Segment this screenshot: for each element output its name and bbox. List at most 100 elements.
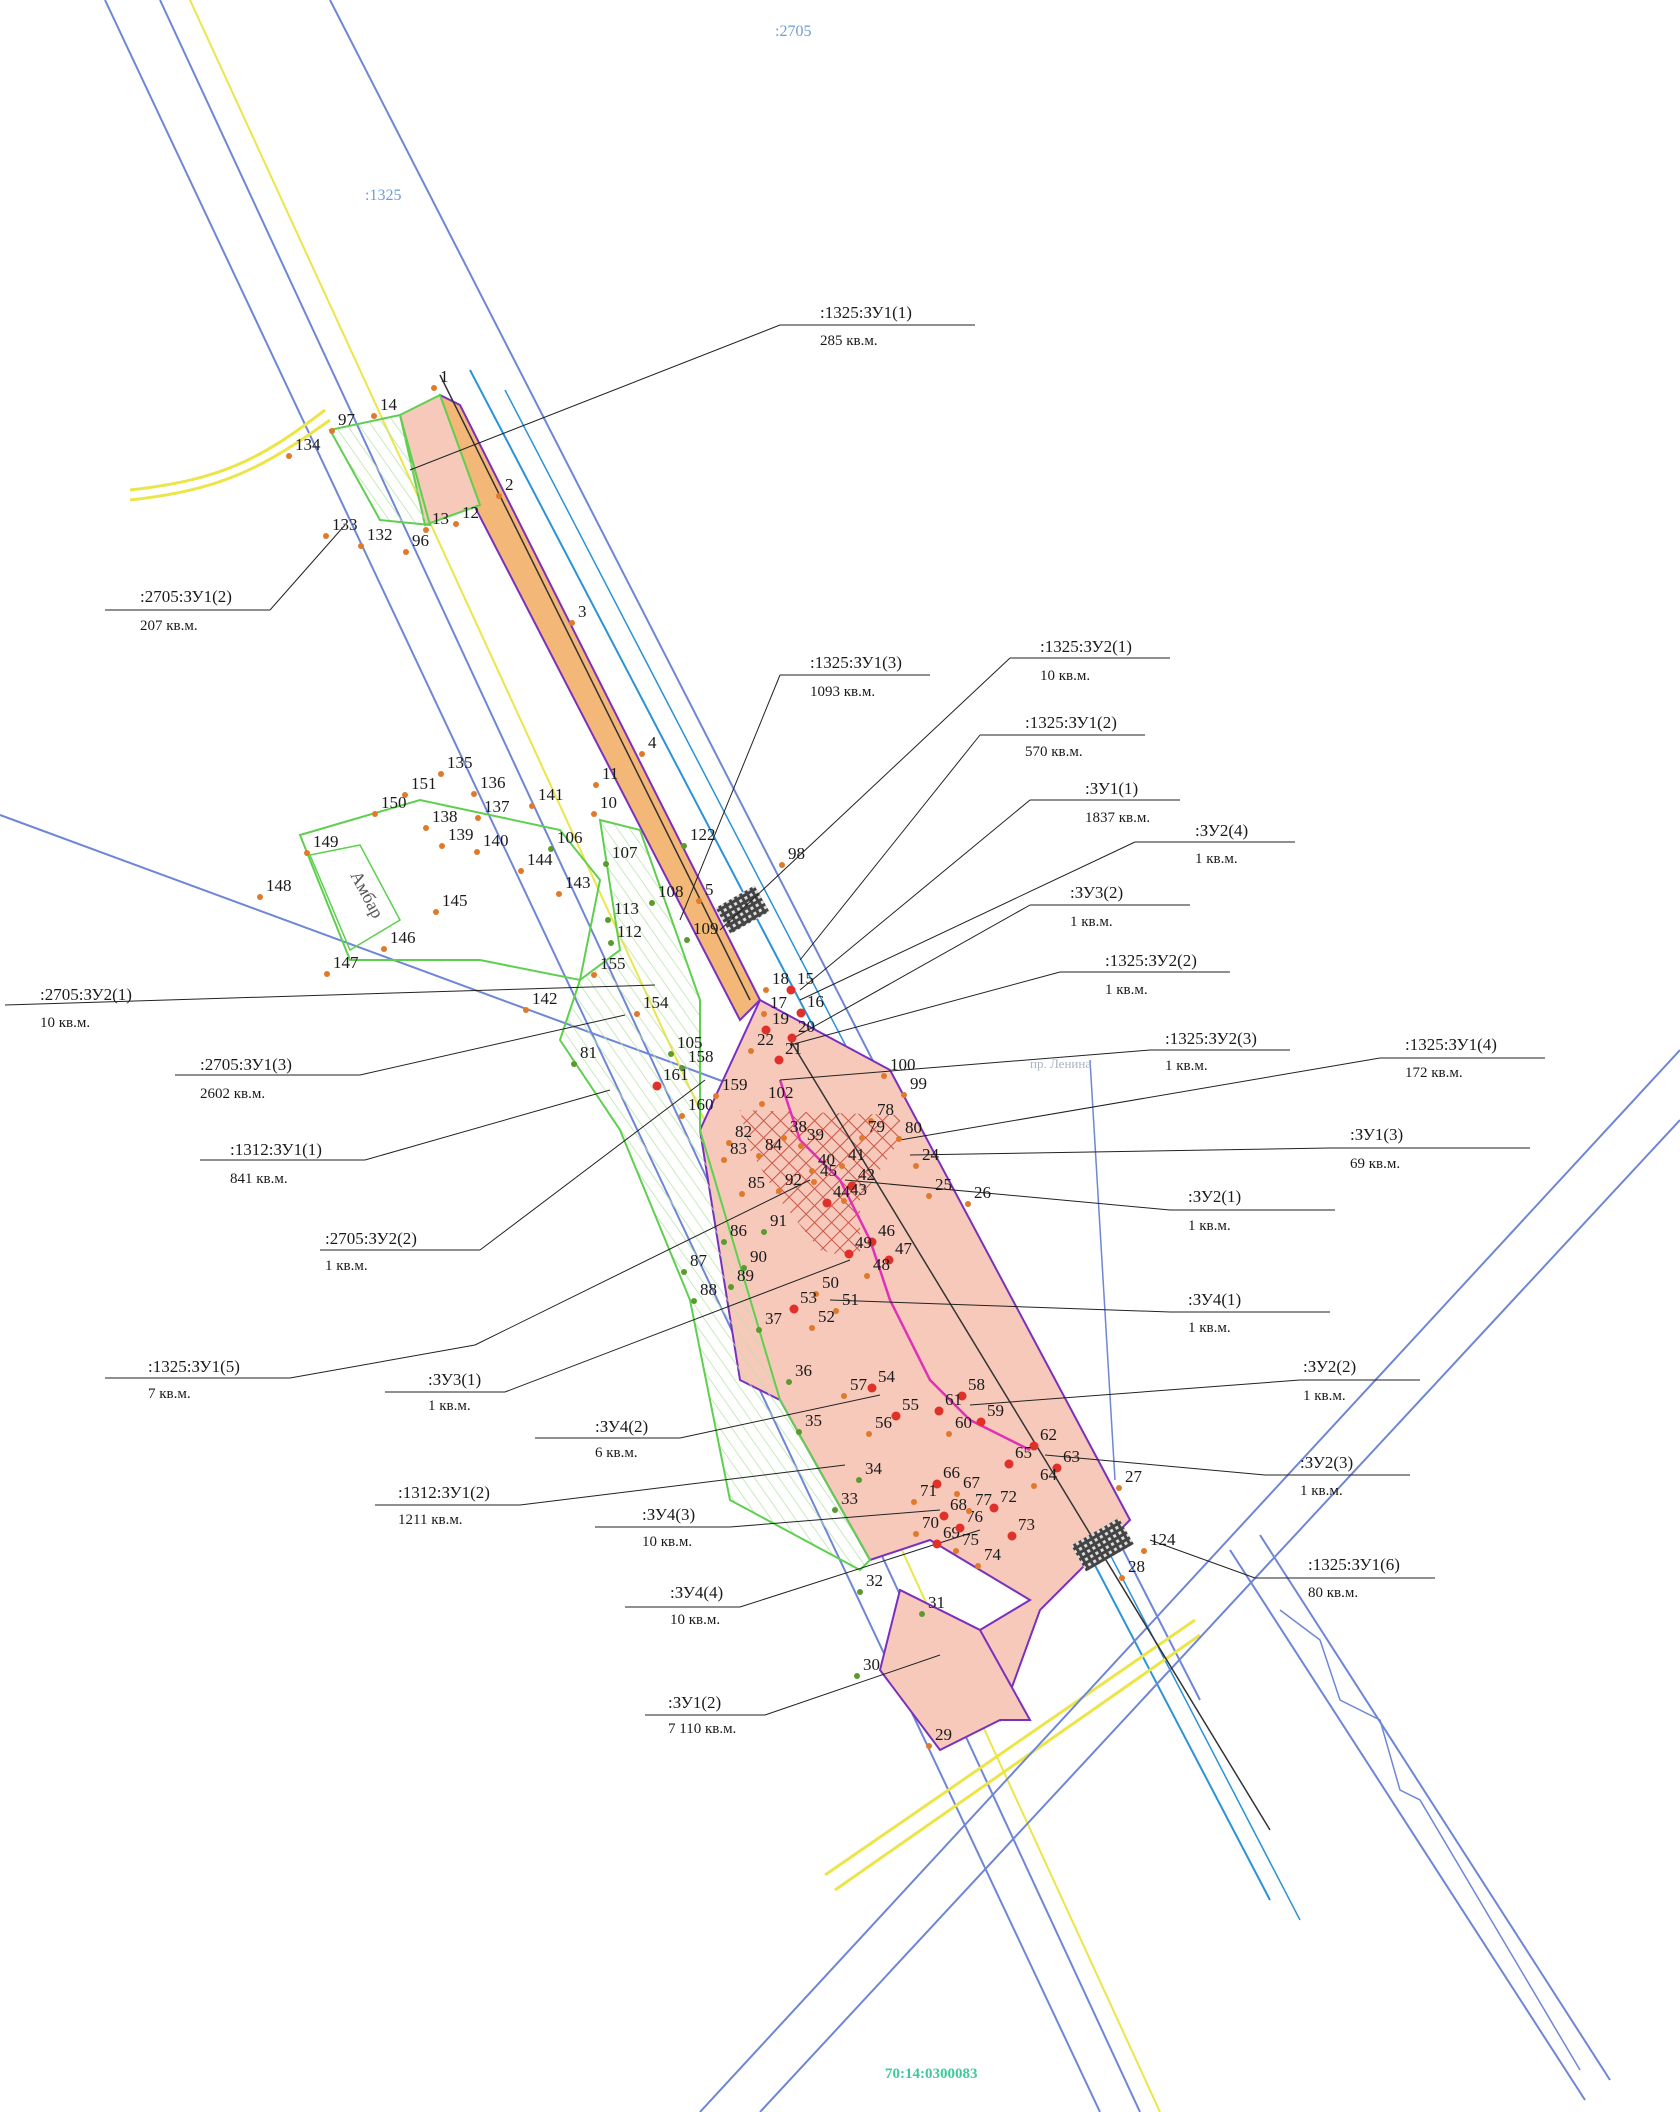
callout[interactable]: :1325:ЗУ1(6) 80 кв.м. [1149, 1539, 1435, 1601]
survey-point-label: 52 [818, 1307, 835, 1326]
callout[interactable]: :1325:ЗУ1(1) 285 кв.м. [409, 303, 975, 471]
callout[interactable]: :ЗУ1(2) 7 110 кв.м. [645, 1654, 941, 1737]
callout[interactable]: :1325:ЗУ1(3) 1093 кв.м. [679, 653, 930, 921]
callout[interactable]: :ЗУ3(2) 1 кв.м. [789, 883, 1190, 1041]
callout[interactable]: :ЗУ1(3) 69 кв.м. [909, 1125, 1530, 1172]
survey-point-label: 147 [333, 953, 359, 972]
survey-point-marker [844, 1249, 854, 1259]
callout[interactable]: :ЗУ2(2) 1 кв.м. [969, 1357, 1420, 1406]
callout[interactable]: :2705:ЗУ2(1) 10 кв.м. [4, 984, 656, 1031]
callout-area: 1 кв.м. [1188, 1218, 1231, 1234]
survey-point-label: 18 [772, 969, 789, 988]
survey-point-label: 78 [877, 1100, 894, 1119]
survey-point-marker [776, 1188, 782, 1194]
survey-point-label: 67 [963, 1473, 981, 1492]
callout-area: 1 кв.м. [1300, 1483, 1343, 1499]
survey-point-label: 113 [614, 899, 639, 918]
survey-point-label: 38 [790, 1117, 807, 1136]
survey-point-marker [556, 891, 562, 897]
survey-point-label: 16 [807, 992, 824, 1011]
survey-point-marker [423, 825, 429, 831]
survey-point-marker [884, 1255, 894, 1265]
quarter-number: 70:14:0300083 [885, 2066, 978, 2082]
survey-point-label: 37 [765, 1309, 783, 1328]
survey-point-label: 64 [1040, 1465, 1058, 1484]
survey-point-label: 65 [1015, 1443, 1032, 1462]
survey-point-label: 47 [895, 1239, 913, 1258]
survey-point-label: 51 [842, 1290, 859, 1309]
survey-point-marker [932, 1539, 942, 1549]
survey-point-label: 84 [765, 1135, 783, 1154]
survey-point-marker [957, 1391, 967, 1401]
survey-point-label: 4 [648, 733, 657, 752]
callout[interactable]: :1325:ЗУ2(2) 1 кв.м. [789, 951, 1230, 1046]
survey-point-label: 141 [538, 785, 564, 804]
survey-point-label: 58 [968, 1375, 985, 1394]
survey-point-label: 90 [750, 1247, 767, 1266]
survey-point-label: 138 [432, 807, 458, 826]
survey-point-label: 60 [955, 1413, 972, 1432]
callout[interactable]: :2705:ЗУ1(2) 207 кв.м. [105, 524, 346, 634]
callout[interactable]: :ЗУ2(3) 1 кв.м. [1044, 1453, 1410, 1499]
survey-point-label: 31 [928, 1593, 945, 1612]
callout[interactable]: :ЗУ2(1) 1 кв.м. [844, 1179, 1335, 1234]
survey-point-label: 50 [822, 1273, 839, 1292]
callout[interactable]: :1312:ЗУ1(1) 841 кв.м. [200, 1089, 611, 1187]
survey-point-label: 77 [975, 1490, 993, 1509]
survey-point-marker [934, 1406, 944, 1416]
survey-point-label: 80 [905, 1118, 922, 1137]
callout[interactable]: :ЗУ4(4) 10 кв.м. [625, 1529, 981, 1628]
callout[interactable]: :ЗУ4(1) 1 кв.м. [829, 1290, 1330, 1336]
road-label: пр. Ленина [1030, 1056, 1091, 1071]
callout-title: :2705:ЗУ1(2) [140, 587, 232, 606]
survey-point-label: 30 [863, 1655, 880, 1674]
callout[interactable]: :2705:ЗУ2(2) 1 кв.м. [320, 1079, 706, 1274]
survey-point-label: 151 [411, 774, 437, 793]
survey-point-marker [474, 849, 480, 855]
callout-title: :1325:ЗУ1(6) [1308, 1555, 1400, 1574]
survey-point-marker [681, 843, 687, 849]
survey-point-label: 88 [700, 1280, 717, 1299]
callout[interactable]: :2705:ЗУ1(3) 2602 кв.м. [175, 1014, 626, 1102]
survey-point-marker [839, 1163, 845, 1169]
survey-point-marker [634, 1011, 640, 1017]
survey-point-label: 11 [602, 764, 618, 783]
survey-point-marker [881, 1073, 887, 1079]
callout[interactable]: :ЗУ1(1) 1837 кв.м. [799, 779, 1180, 991]
survey-point-label: 71 [920, 1481, 937, 1500]
callout-title: :ЗУ1(2) [668, 1693, 721, 1712]
callout[interactable]: :ЗУ4(2) 6 кв.м. [535, 1394, 881, 1461]
survey-point-marker [475, 815, 481, 821]
callout[interactable]: :1325:ЗУ2(3) 1 кв.м. [779, 1029, 1290, 1081]
survey-point-marker [696, 898, 702, 904]
callout[interactable]: :ЗУ3(1) 1 кв.м. [385, 1259, 851, 1414]
survey-point-marker [471, 791, 477, 797]
survey-point-label: 25 [935, 1175, 952, 1194]
survey-point-label: 158 [688, 1047, 714, 1066]
callout[interactable]: :ЗУ4(3) 10 кв.м. [595, 1505, 941, 1550]
callout[interactable]: :1325:ЗУ1(5) 7 кв.м. [105, 1179, 811, 1402]
survey-point-label: 41 [848, 1145, 865, 1164]
survey-point-marker [649, 900, 655, 906]
survey-point-marker [721, 1239, 727, 1245]
callout-area: 10 кв.м. [670, 1612, 720, 1628]
callout[interactable]: :ЗУ2(4) 1 кв.м. [799, 821, 1295, 1001]
survey-point-marker [976, 1417, 986, 1427]
survey-point-marker [381, 946, 387, 952]
callout-title: :ЗУ1(1) [1085, 779, 1138, 798]
callout[interactable]: :1325:ЗУ1(4) 172 кв.м. [899, 1035, 1545, 1141]
callout-title: :ЗУ4(3) [642, 1505, 695, 1524]
callout-title: :1325:ЗУ1(5) [148, 1357, 240, 1376]
survey-point-marker [955, 1523, 965, 1533]
callout-area: 7 110 кв.м. [668, 1721, 736, 1737]
survey-point-label: 133 [332, 515, 358, 534]
survey-point-marker [324, 971, 330, 977]
callout[interactable]: :1325:ЗУ2(1) 10 кв.м. [719, 637, 1170, 931]
survey-point-marker [786, 985, 796, 995]
callout[interactable]: :1312:ЗУ1(2) 1211 кв.м. [375, 1464, 846, 1528]
callout[interactable]: :1325:ЗУ1(2) 570 кв.м. [799, 713, 1145, 961]
survey-point-label: 39 [807, 1125, 824, 1144]
survey-point-label: 132 [367, 525, 393, 544]
callout-title: :ЗУ4(2) [595, 1417, 648, 1436]
